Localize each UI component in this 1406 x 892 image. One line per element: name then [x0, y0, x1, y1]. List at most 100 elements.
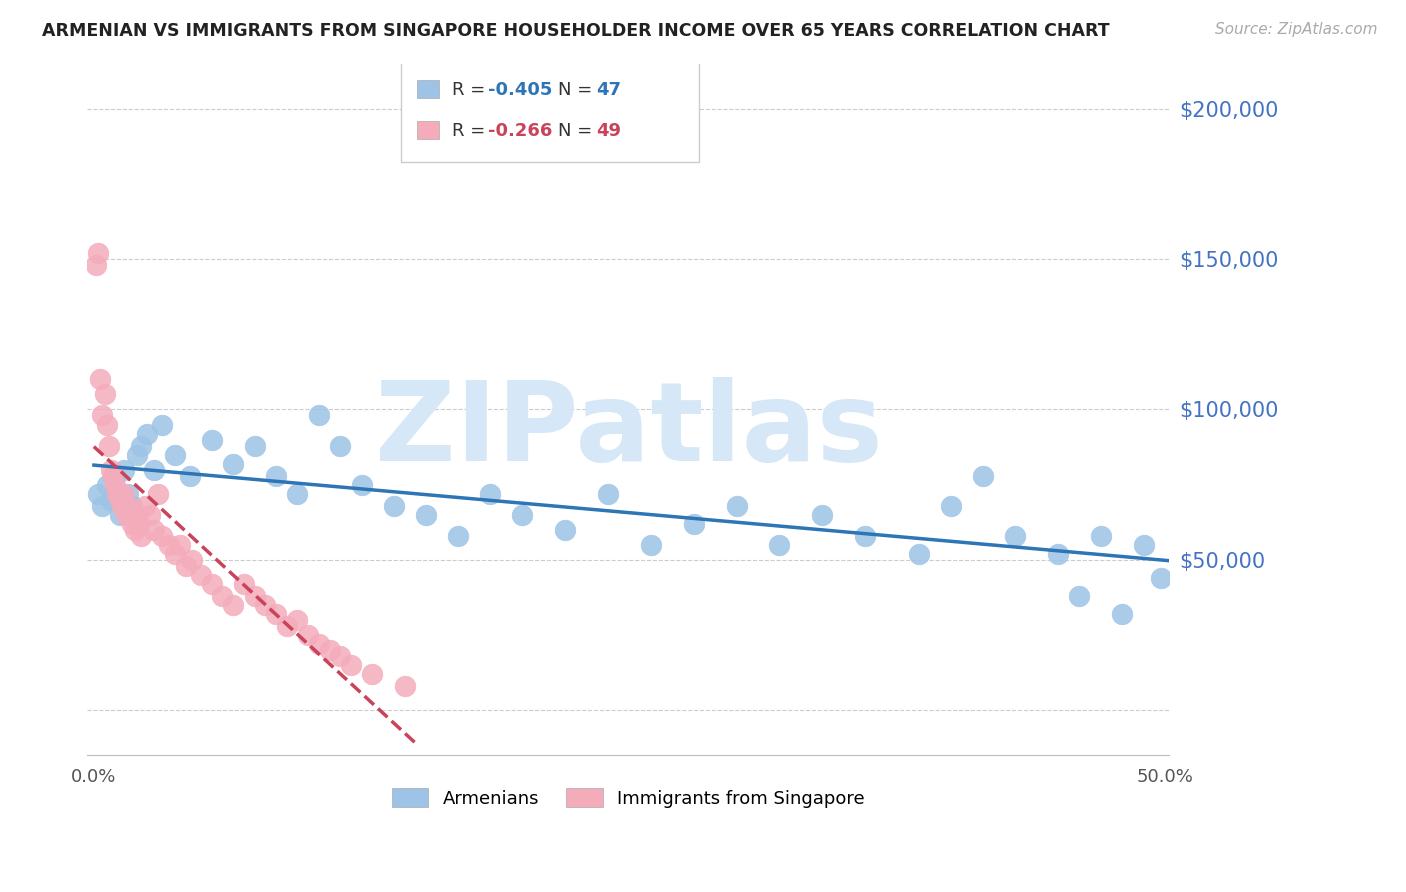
Text: R =: R = [453, 122, 491, 140]
Point [125, 508, 148, 522]
Point [1069, 589, 1091, 603]
Point [811, 508, 834, 522]
Point [134, 499, 156, 513]
Point [117, 499, 139, 513]
Point [165, 448, 187, 462]
Point [112, 486, 135, 500]
Text: Source: ZipAtlas.com: Source: ZipAtlas.com [1215, 22, 1378, 37]
Point [201, 433, 224, 447]
Point [1132, 538, 1154, 552]
Point [232, 576, 254, 591]
Point [129, 438, 152, 452]
Point [276, 619, 298, 633]
Point [111, 499, 134, 513]
Point [1090, 528, 1112, 542]
Point [152, 528, 174, 542]
Point [297, 628, 319, 642]
Point [287, 613, 309, 627]
Point [108, 508, 131, 522]
Point [596, 486, 619, 500]
Text: ARMENIAN VS IMMIGRANTS FROM SINGAPORE HOUSEHOLDER INCOME OVER 65 YEARS CORRELATI: ARMENIAN VS IMMIGRANTS FROM SINGAPORE HO… [42, 22, 1109, 40]
Point [287, 486, 309, 500]
Point [318, 642, 340, 657]
Legend: Armenians, Immigrants from Singapore: Armenians, Immigrants from Singapore [385, 781, 872, 815]
Point [101, 468, 124, 483]
Point [121, 516, 143, 531]
Point [107, 486, 129, 500]
FancyBboxPatch shape [418, 121, 439, 139]
Point [264, 468, 287, 483]
Point [211, 589, 233, 603]
Point [104, 477, 127, 491]
Point [124, 523, 146, 537]
Text: R =: R = [453, 80, 491, 99]
Point [100, 462, 122, 476]
Point [146, 486, 169, 500]
Text: 47: 47 [596, 80, 621, 99]
Point [682, 516, 704, 531]
Point [972, 468, 994, 483]
Point [1046, 547, 1069, 561]
Point [128, 516, 150, 531]
Point [91, 499, 114, 513]
Text: 49: 49 [596, 122, 621, 140]
Point [222, 598, 245, 612]
Point [329, 648, 352, 663]
Point [181, 552, 204, 566]
Point [243, 438, 266, 452]
Point [329, 438, 352, 452]
Text: ZIPatlas: ZIPatlas [374, 376, 883, 483]
Point [174, 558, 197, 573]
Point [97, 438, 120, 452]
Point [939, 499, 962, 513]
Point [89, 372, 111, 386]
Point [142, 523, 165, 537]
Point [308, 637, 330, 651]
Point [725, 499, 748, 513]
Point [136, 426, 159, 441]
Text: N =: N = [558, 80, 598, 99]
Point [190, 567, 212, 582]
Point [138, 508, 160, 522]
Point [479, 486, 502, 500]
Point [394, 679, 416, 693]
Point [308, 409, 330, 423]
Point [96, 417, 118, 432]
Point [179, 468, 201, 483]
Point [169, 538, 191, 552]
Point [350, 477, 373, 491]
Point [640, 538, 662, 552]
Point [415, 508, 437, 522]
Point [115, 508, 138, 522]
FancyBboxPatch shape [401, 62, 699, 162]
Point [222, 457, 245, 471]
Point [361, 666, 384, 681]
Point [96, 477, 118, 491]
Text: -0.266: -0.266 [488, 122, 553, 140]
FancyBboxPatch shape [418, 80, 439, 98]
Point [768, 538, 790, 552]
Point [121, 499, 143, 513]
Point [100, 492, 122, 507]
Point [125, 448, 148, 462]
Point [108, 492, 131, 507]
Point [157, 538, 180, 552]
Point [120, 508, 142, 522]
Point [201, 576, 224, 591]
Point [87, 246, 110, 260]
Point [152, 417, 174, 432]
Point [1004, 528, 1026, 542]
Point [447, 528, 470, 542]
Point [104, 468, 127, 483]
Point [117, 486, 139, 500]
Point [91, 409, 114, 423]
Point [165, 547, 187, 561]
Point [264, 607, 287, 621]
Point [87, 486, 110, 500]
Point [129, 528, 152, 542]
Point [1111, 607, 1133, 621]
Point [142, 462, 165, 476]
Point [84, 258, 107, 272]
Point [340, 657, 363, 672]
Text: N =: N = [558, 122, 598, 140]
